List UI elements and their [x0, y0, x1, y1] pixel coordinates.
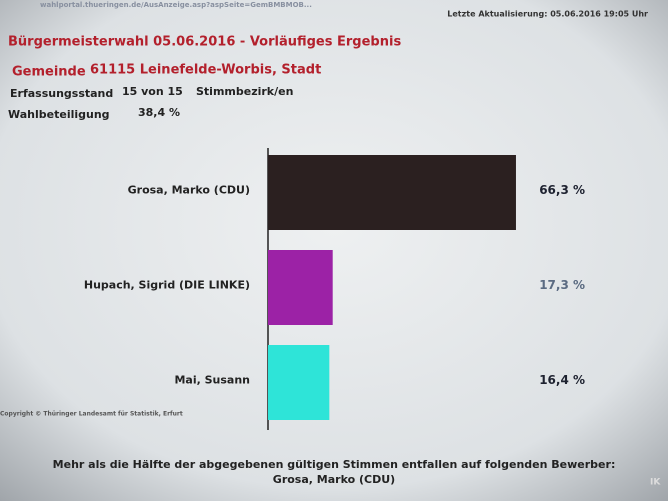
turnout: 38,4 % [138, 106, 180, 119]
bars: Grosa, Marko (CDU) 66,3 % Hupach, Sigrid (… [84, 155, 585, 420]
value-label: 17,3 % [539, 278, 585, 292]
status: 15 von 15 [122, 85, 183, 98]
municipality-label: Gemeinde [12, 65, 86, 80]
status-unit: Stimmbezirk/en [196, 85, 293, 98]
value-label: 66,3 % [539, 183, 585, 197]
category-label: Hupach, Sigrid (DIE LINKE) [84, 279, 250, 292]
value-label: 16,4 % [539, 373, 585, 387]
category-label: Grosa, Marko (CDU) [128, 184, 250, 197]
url: wahlportal.thueringen.de/AusAnzeige.asp?… [40, 1, 312, 9]
bar [268, 250, 333, 325]
last-update: Letzte Aktualisierung: 05.06.2016 19:05 … [447, 10, 648, 19]
title: Bürgermeisterwahl 05.06.2016 - Vorläufig… [8, 35, 401, 50]
bar [268, 345, 330, 420]
bar [268, 155, 516, 230]
category-label: Mai, Susann [174, 374, 250, 387]
footer-note: Mehr als die Hälfte der abgegebenen gült… [53, 458, 616, 471]
copyright: Copyright © Thüringer Landesamt für Stat… [0, 411, 183, 418]
turnout-label: Wahlbeteiligung [8, 108, 110, 121]
winner: Grosa, Marko (CDU) [273, 473, 395, 486]
status-label: Erfassungsstand [10, 87, 113, 100]
watermark: IK [650, 478, 661, 488]
municipality: 61115 Leinefelde-Worbis, Stadt [90, 63, 321, 78]
